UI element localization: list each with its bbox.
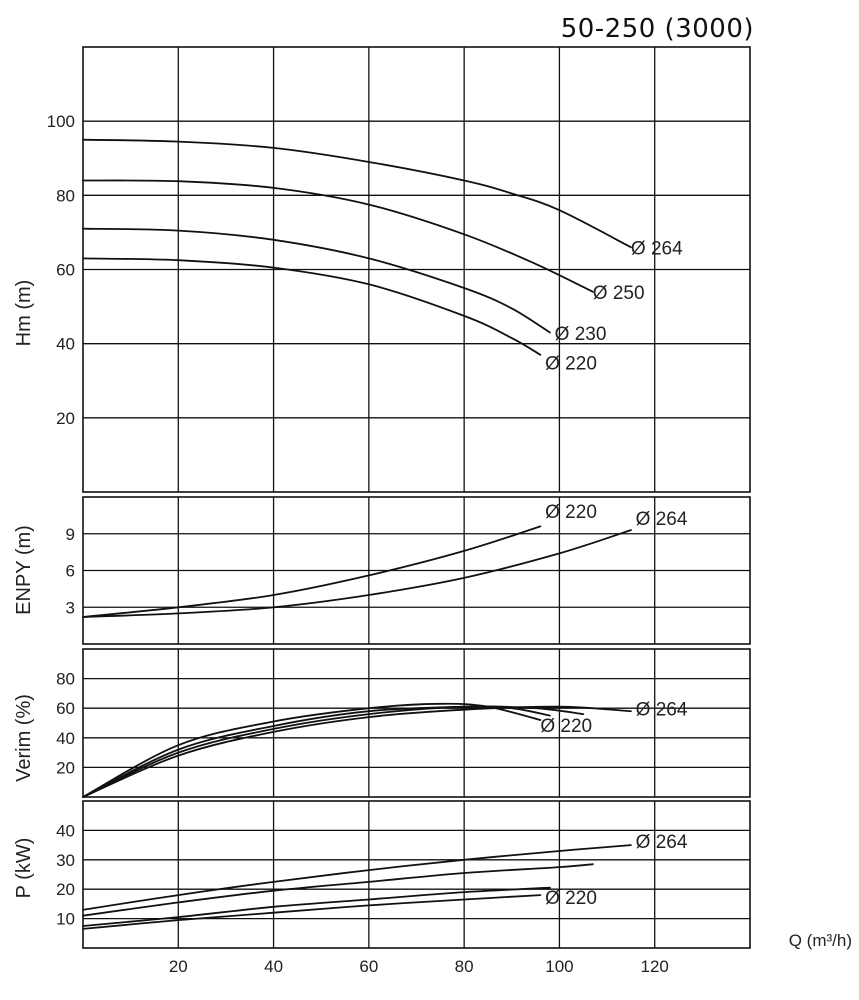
series-line-264 xyxy=(82,705,632,798)
curve-label: Ø 250 xyxy=(593,283,645,304)
y-tick-label: 40 xyxy=(56,729,75,748)
y-tick-label: 60 xyxy=(56,261,75,280)
curve-label: Ø 220 xyxy=(545,354,597,375)
panel-head: 20 40 60 80 100 Hm (m) Ø 264 Ø 250 Ø 230 Ø 220 xyxy=(13,46,751,493)
y-tick-label: 6 xyxy=(66,562,75,581)
y-tick-label: 30 xyxy=(56,851,75,870)
panel-frame xyxy=(82,648,751,798)
x-tick-label: 120 xyxy=(641,957,669,976)
panel-power: 10 20 30 40 P (kW) Ø 264 Ø 220 xyxy=(13,800,751,949)
y-axis-label: P (kW) xyxy=(13,838,35,899)
x-tick-label: 40 xyxy=(264,957,283,976)
series-line-264 xyxy=(82,138,632,249)
curve-label: Ø 264 xyxy=(636,509,688,530)
y-tick-label: 100 xyxy=(47,112,75,131)
series-line-264 xyxy=(82,844,632,911)
x-tick-label: 60 xyxy=(359,957,378,976)
y-tick-label: 20 xyxy=(56,880,75,899)
y-tick-label: 10 xyxy=(56,910,75,929)
panel-efficiency: 20 40 60 80 Verim (%) Ø 264 Ø 220 xyxy=(13,648,751,798)
curve-label: Ø 264 xyxy=(631,239,683,260)
y-axis-label: ENPY (m) xyxy=(13,525,35,615)
y-axis-label: Verim (%) xyxy=(13,694,35,782)
series-line-264 xyxy=(82,529,632,618)
series-line-220 xyxy=(82,525,542,618)
series-line-220 xyxy=(82,894,542,930)
curve-label: Ø 230 xyxy=(555,324,607,345)
x-axis-label: Q (m³/h) xyxy=(789,931,852,950)
chart-title: 50-250 (3000) xyxy=(560,14,754,44)
y-tick-label: 20 xyxy=(56,758,75,777)
curve-label: Ø 220 xyxy=(545,888,597,909)
y-axis-label: Hm (m) xyxy=(13,280,35,347)
x-tick-label: 80 xyxy=(455,957,474,976)
panel-frame xyxy=(82,46,751,493)
series-line-230 xyxy=(82,227,551,334)
curve-label: Ø 264 xyxy=(636,832,688,853)
curve-label: Ø 220 xyxy=(540,716,592,737)
panel-npsh: 3 6 9 ENPY (m) Ø 220 Ø 264 xyxy=(13,496,751,645)
panel-frame xyxy=(82,800,751,949)
y-tick-label: 40 xyxy=(56,821,75,840)
y-tick-label: 40 xyxy=(56,335,75,354)
x-tick-label: 100 xyxy=(545,957,573,976)
series-line-220 xyxy=(82,702,542,798)
series-line-230 xyxy=(82,705,551,798)
panel-frame xyxy=(82,496,751,645)
curve-label: Ø 220 xyxy=(545,502,597,523)
series-line-250 xyxy=(82,179,594,293)
series-line-250 xyxy=(82,863,594,917)
y-tick-label: 9 xyxy=(66,525,75,544)
y-tick-label: 20 xyxy=(56,409,75,428)
y-tick-label: 3 xyxy=(66,598,75,617)
curve-label: Ø 264 xyxy=(636,700,688,721)
series-line-230 xyxy=(82,886,551,927)
series-line-250 xyxy=(82,705,585,798)
y-tick-label: 60 xyxy=(56,699,75,718)
x-tick-label: 20 xyxy=(169,957,188,976)
y-tick-label: 80 xyxy=(56,186,75,205)
series-line-220 xyxy=(82,257,542,356)
y-tick-label: 80 xyxy=(56,670,75,689)
